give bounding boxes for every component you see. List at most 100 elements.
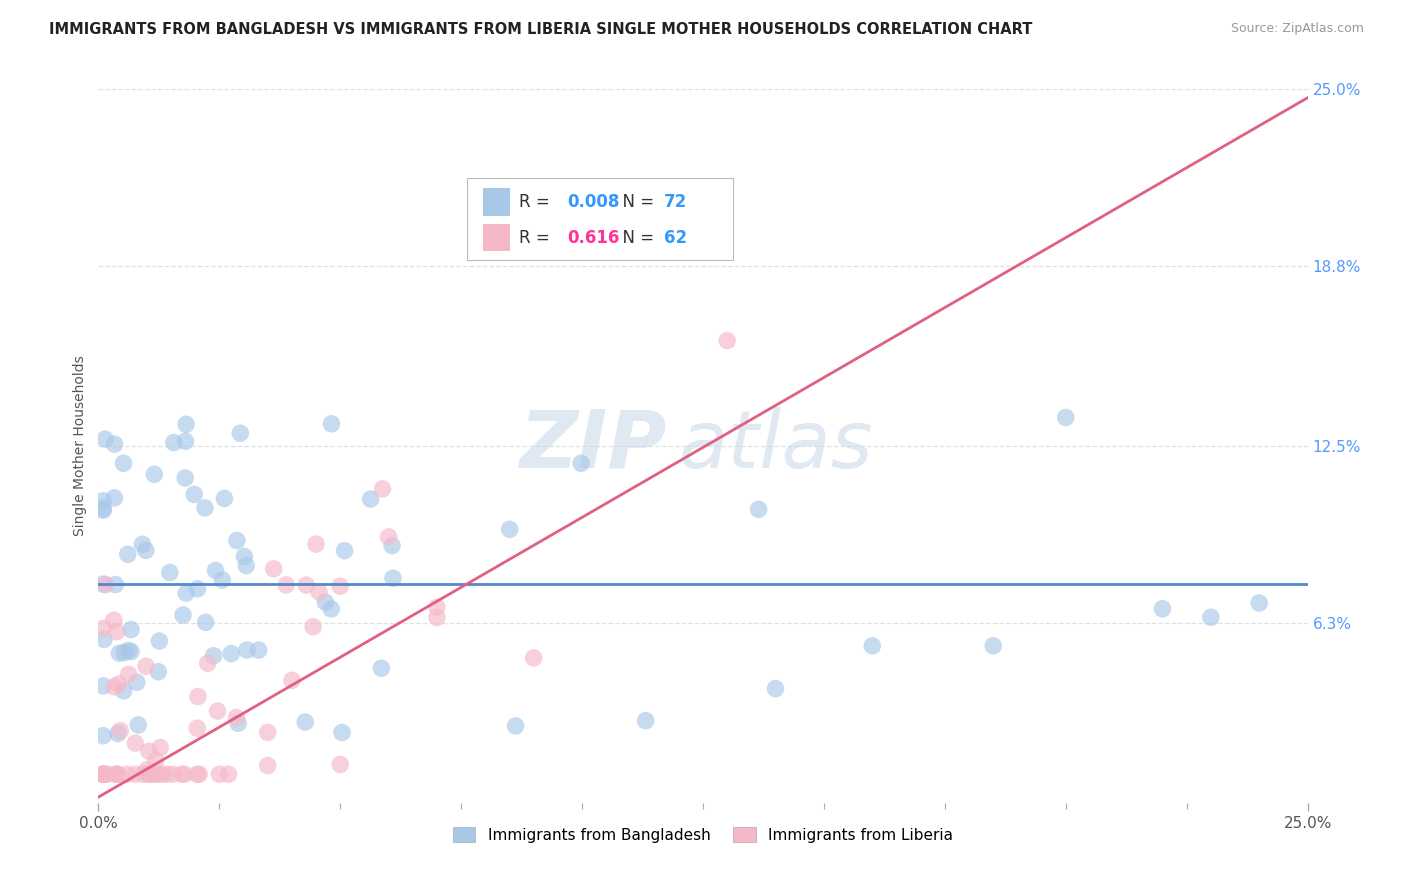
Point: [499, 522, 522, 536]
Text: ZIP: ZIP: [519, 407, 666, 485]
Point: [208, 767, 231, 781]
Point: [103, 437, 125, 451]
Point: [186, 582, 208, 596]
Point: [112, 456, 135, 470]
Point: [225, 710, 247, 724]
Point: [281, 673, 304, 688]
Point: [256, 725, 278, 739]
Point: [138, 744, 160, 758]
Point: [91, 729, 114, 743]
Point: [226, 716, 249, 731]
Point: [103, 491, 125, 505]
Point: [187, 690, 209, 704]
Point: [377, 530, 399, 544]
Text: 72: 72: [664, 193, 688, 211]
Point: [426, 610, 449, 624]
Point: [186, 721, 208, 735]
Point: [91, 621, 114, 635]
Point: [138, 767, 160, 781]
Point: [330, 725, 353, 739]
Text: IMMIGRANTS FROM BANGLADESH VS IMMIGRANTS FROM LIBERIA SINGLE MOTHER HOUSEHOLDS C: IMMIGRANTS FROM BANGLADESH VS IMMIGRANTS…: [49, 22, 1032, 37]
Point: [294, 714, 316, 729]
Point: [91, 679, 114, 693]
Point: [93, 767, 115, 781]
Point: [91, 501, 114, 516]
Point: [127, 718, 149, 732]
Point: [1199, 610, 1222, 624]
Y-axis label: Single Mother Households: Single Mother Households: [73, 356, 87, 536]
Point: [748, 502, 770, 516]
Point: [110, 723, 132, 738]
Point: [186, 767, 208, 781]
Point: [155, 767, 177, 781]
Point: [174, 417, 197, 432]
Point: [142, 767, 165, 781]
Point: [143, 467, 166, 482]
Point: [860, 639, 883, 653]
Point: [145, 754, 167, 768]
Point: [308, 585, 330, 599]
Point: [276, 578, 298, 592]
Point: [105, 767, 128, 781]
Point: [117, 667, 139, 681]
Point: [148, 634, 170, 648]
Text: R =: R =: [519, 193, 555, 211]
Point: [765, 681, 787, 696]
Point: [103, 680, 125, 694]
Point: [634, 714, 657, 728]
Point: [91, 767, 114, 781]
Point: [321, 602, 343, 616]
Point: [104, 577, 127, 591]
Point: [131, 537, 153, 551]
Point: [233, 549, 256, 564]
Point: [108, 646, 131, 660]
Point: [104, 767, 127, 781]
Point: [96, 767, 118, 781]
Point: [94, 577, 117, 591]
Point: [172, 607, 194, 622]
Point: [256, 758, 278, 772]
Point: [188, 767, 211, 781]
Point: [173, 767, 195, 781]
Point: [91, 503, 114, 517]
Point: [135, 763, 157, 777]
Point: [321, 417, 343, 431]
Text: Source: ZipAtlas.com: Source: ZipAtlas.com: [1230, 22, 1364, 36]
Point: [105, 624, 128, 639]
Point: [214, 491, 236, 506]
Point: [207, 704, 229, 718]
Point: [981, 639, 1004, 653]
Point: [149, 740, 172, 755]
Text: N =: N =: [613, 193, 659, 211]
Point: [329, 757, 352, 772]
Point: [135, 659, 157, 673]
Point: [117, 643, 139, 657]
Point: [150, 767, 173, 781]
Point: [174, 586, 197, 600]
Legend: Immigrants from Bangladesh, Immigrants from Liberia: Immigrants from Bangladesh, Immigrants f…: [447, 821, 959, 848]
Point: [505, 719, 527, 733]
Text: 0.616: 0.616: [568, 228, 620, 246]
Point: [381, 539, 404, 553]
Point: [145, 767, 167, 781]
Point: [91, 493, 114, 508]
Point: [197, 657, 219, 671]
Text: 62: 62: [664, 228, 688, 246]
Point: [302, 620, 325, 634]
Point: [194, 500, 217, 515]
Point: [1152, 601, 1174, 615]
Point: [218, 767, 240, 781]
Point: [371, 482, 394, 496]
Point: [211, 573, 233, 587]
Point: [219, 647, 242, 661]
Point: [138, 767, 160, 781]
Text: 0.008: 0.008: [568, 193, 620, 211]
Point: [94, 432, 117, 446]
Point: [117, 547, 139, 561]
Point: [93, 632, 115, 647]
Point: [225, 533, 247, 548]
Point: [569, 456, 592, 470]
Point: [135, 543, 157, 558]
Point: [125, 675, 148, 690]
Text: atlas: atlas: [679, 407, 873, 485]
